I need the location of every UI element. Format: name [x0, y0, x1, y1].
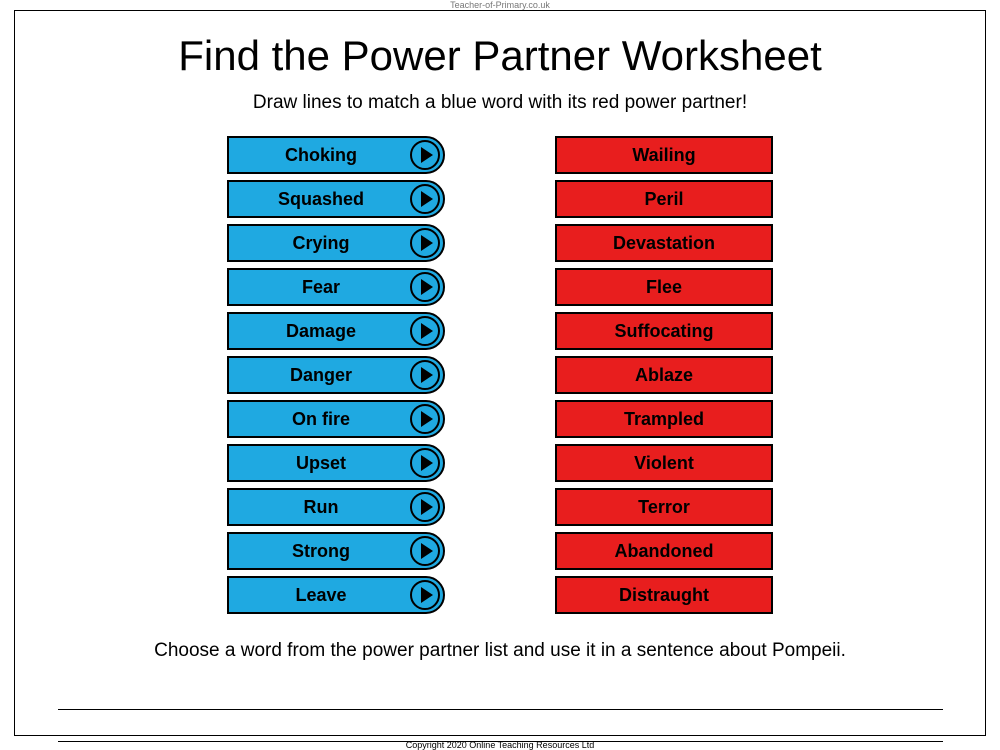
red-word-label: Abandoned — [615, 541, 714, 562]
blue-word-card[interactable]: On fire — [227, 400, 445, 438]
blue-word-card[interactable]: Danger — [227, 356, 445, 394]
blue-word-card[interactable]: Choking — [227, 136, 445, 174]
blue-word-label: Crying — [292, 233, 379, 254]
blue-word-label: Choking — [285, 145, 387, 166]
play-triangle-icon — [421, 543, 433, 559]
red-word-card[interactable]: Terror — [555, 488, 773, 526]
blue-word-label: Run — [304, 497, 369, 518]
play-triangle-icon — [421, 587, 433, 603]
red-word-label: Ablaze — [635, 365, 693, 386]
blue-word-label: Damage — [286, 321, 386, 342]
red-word-label: Wailing — [632, 145, 695, 166]
play-triangle-icon — [421, 499, 433, 515]
red-word-card[interactable]: Flee — [555, 268, 773, 306]
red-word-card[interactable]: Wailing — [555, 136, 773, 174]
red-word-label: Suffocating — [615, 321, 714, 342]
site-header: Teacher-of-Primary.co.uk — [0, 0, 1000, 10]
red-word-label: Trampled — [624, 409, 704, 430]
blue-word-label: On fire — [292, 409, 380, 430]
play-triangle-icon — [421, 191, 433, 207]
blue-word-card[interactable]: Strong — [227, 532, 445, 570]
copyright-footer: Copyright 2020 Online Teaching Resources… — [0, 740, 1000, 750]
sentence-instruction: Choose a word from the power partner lis… — [154, 640, 846, 662]
red-word-card[interactable]: Abandoned — [555, 532, 773, 570]
blue-word-label: Strong — [292, 541, 380, 562]
play-triangle-icon — [421, 411, 433, 427]
red-column: Wailing Peril Devastation Flee Suffocating Ab… — [555, 136, 773, 614]
blue-word-card[interactable]: Crying — [227, 224, 445, 262]
red-word-label: Terror — [638, 497, 690, 518]
play-triangle-icon — [421, 279, 433, 295]
play-icon[interactable] — [410, 360, 440, 390]
play-icon[interactable] — [410, 580, 440, 610]
blue-word-card[interactable]: Run — [227, 488, 445, 526]
red-word-card[interactable]: Distraught — [555, 576, 773, 614]
red-word-card[interactable]: Peril — [555, 180, 773, 218]
play-icon[interactable] — [410, 272, 440, 302]
play-icon[interactable] — [410, 228, 440, 258]
blue-word-label: Danger — [290, 365, 382, 386]
blue-word-card[interactable]: Leave — [227, 576, 445, 614]
blue-word-card[interactable]: Squashed — [227, 180, 445, 218]
columns-container: Choking Squashed Crying Fear Damage Danger On … — [227, 136, 773, 614]
blue-word-card[interactable]: Damage — [227, 312, 445, 350]
blue-word-label: Leave — [295, 585, 376, 606]
red-word-label: Flee — [646, 277, 682, 298]
play-triangle-icon — [421, 367, 433, 383]
play-icon[interactable] — [410, 536, 440, 566]
blue-word-label: Upset — [296, 453, 376, 474]
blue-word-card[interactable]: Fear — [227, 268, 445, 306]
red-word-card[interactable]: Violent — [555, 444, 773, 482]
play-triangle-icon — [421, 455, 433, 471]
red-word-card[interactable]: Ablaze — [555, 356, 773, 394]
red-word-label: Violent — [634, 453, 694, 474]
page-title: Find the Power Partner Worksheet — [178, 32, 822, 80]
writing-line[interactable] — [58, 716, 943, 742]
play-icon[interactable] — [410, 140, 440, 170]
blue-word-label: Squashed — [278, 189, 394, 210]
blue-word-label: Fear — [302, 277, 370, 298]
red-word-label: Peril — [644, 189, 683, 210]
blue-word-card[interactable]: Upset — [227, 444, 445, 482]
red-word-card[interactable]: Devastation — [555, 224, 773, 262]
play-icon[interactable] — [410, 492, 440, 522]
red-word-card[interactable]: Suffocating — [555, 312, 773, 350]
red-word-card[interactable]: Trampled — [555, 400, 773, 438]
worksheet-content: Find the Power Partner Worksheet Draw li… — [30, 24, 970, 726]
red-word-label: Distraught — [619, 585, 709, 606]
play-triangle-icon — [421, 235, 433, 251]
play-icon[interactable] — [410, 184, 440, 214]
subtitle: Draw lines to match a blue word with its… — [253, 92, 747, 114]
play-icon[interactable] — [410, 316, 440, 346]
play-triangle-icon — [421, 323, 433, 339]
blue-column: Choking Squashed Crying Fear Damage Danger On … — [227, 136, 445, 614]
red-word-label: Devastation — [613, 233, 715, 254]
writing-lines — [58, 684, 943, 748]
play-icon[interactable] — [410, 448, 440, 478]
play-icon[interactable] — [410, 404, 440, 434]
play-triangle-icon — [421, 147, 433, 163]
writing-line[interactable] — [58, 684, 943, 710]
